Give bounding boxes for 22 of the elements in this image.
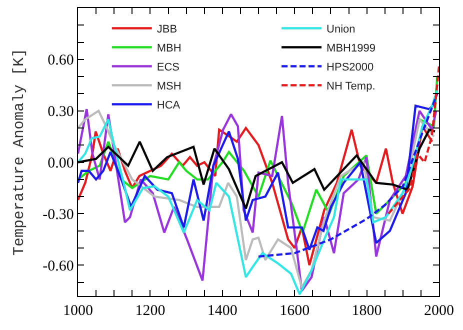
x-tick-label: 1800 <box>352 303 382 320</box>
y-tick-label: -0.30 <box>42 206 74 223</box>
x-tick-label: 1200 <box>135 303 166 320</box>
legend-label: NH Temp. <box>326 80 376 93</box>
y-axis-title: Temperature Anomaly [K] <box>10 48 28 256</box>
y-tick-label: 0.60 <box>48 52 74 69</box>
legend-label: MSH <box>156 80 182 93</box>
x-tick-label: 1600 <box>280 303 310 320</box>
x-tick-label: 2000 <box>424 303 454 320</box>
legend-label: HPS2000 <box>326 62 374 74</box>
legend-label: JBB <box>156 24 178 36</box>
legend-label: MBH <box>156 42 182 55</box>
x-tick-label: 1400 <box>207 303 238 320</box>
legend-label: ECS <box>156 62 180 74</box>
x-tick-label: 1000 <box>63 303 93 320</box>
legend-label: MBH1999 <box>326 42 376 55</box>
legend-label: HCA <box>156 100 181 112</box>
line-series <box>78 75 438 234</box>
y-tick-label: 0.30 <box>48 104 74 120</box>
legend-label: Union <box>326 24 356 36</box>
y-tick-label: -0.60 <box>42 258 74 274</box>
y-tick-label: 0.00 <box>48 156 74 172</box>
